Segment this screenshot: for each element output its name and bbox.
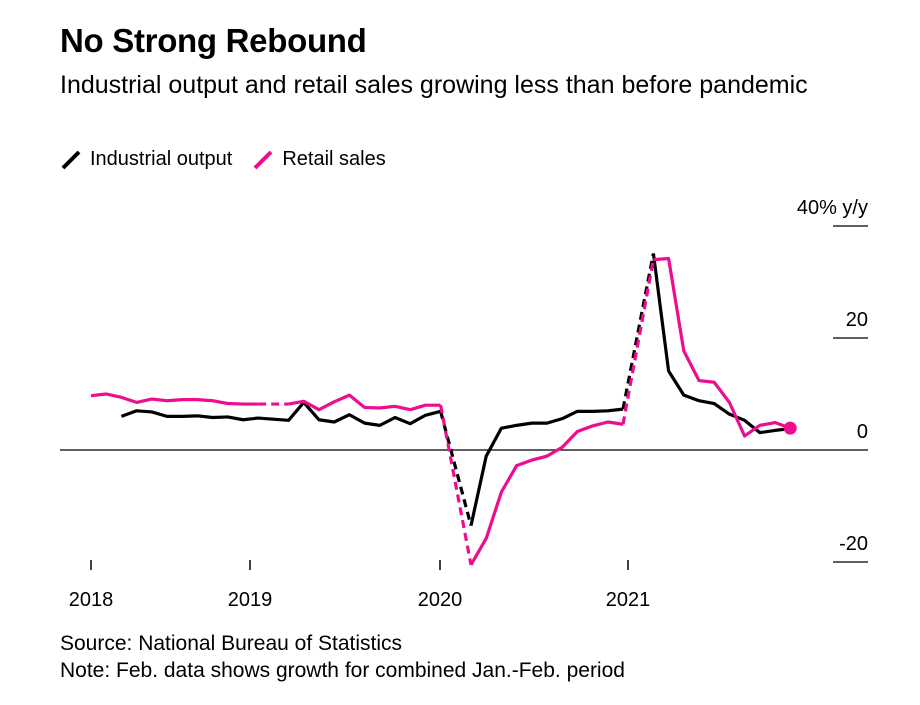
legend: Industrial output Retail sales: [60, 148, 406, 171]
y-tick-label: -20: [839, 533, 868, 555]
legend-line-retail: [253, 150, 273, 169]
x-tick-label: 2018: [69, 589, 114, 611]
chart-subtitle: Industrial output and retail sales growi…: [60, 71, 808, 99]
retail-end-marker: [783, 421, 797, 435]
source-note: Source: National Bureau of Statistics: [60, 632, 403, 655]
x-tick-label: 2019: [228, 589, 273, 611]
chart-title: No Strong Rebound: [60, 22, 367, 59]
y-tick-label: 40% y/y: [797, 197, 868, 219]
series-line-industrial: [120, 253, 791, 526]
y-tick-label: 0: [857, 421, 868, 443]
legend-swatch-industrial: [61, 150, 81, 169]
x-tick-label: 2021: [606, 589, 651, 611]
series-line-retail: [90, 256, 791, 566]
legend-line-industrial: [61, 150, 81, 169]
legend-item-retail: Retail sales: [252, 148, 386, 171]
series-dash-industrial: [439, 410, 473, 527]
footer: Source: National Bureau of Statistics No…: [60, 630, 625, 684]
footnote: Note: Feb. data shows growth for combine…: [60, 659, 625, 682]
legend-label-industrial: Industrial output: [90, 148, 233, 170]
legend-swatch-retail: [253, 150, 273, 169]
x-tick-label: 2020: [418, 589, 463, 611]
series-dash-retail: [621, 259, 655, 425]
legend-label-retail: Retail sales: [282, 148, 386, 170]
series-dash-retail: [439, 404, 473, 566]
line-chart: 40% y/y 20 0 -20 2018 2019 2020 2021: [60, 197, 868, 611]
y-tick-label: 20: [846, 309, 868, 331]
legend-item-industrial: Industrial output: [60, 148, 232, 171]
